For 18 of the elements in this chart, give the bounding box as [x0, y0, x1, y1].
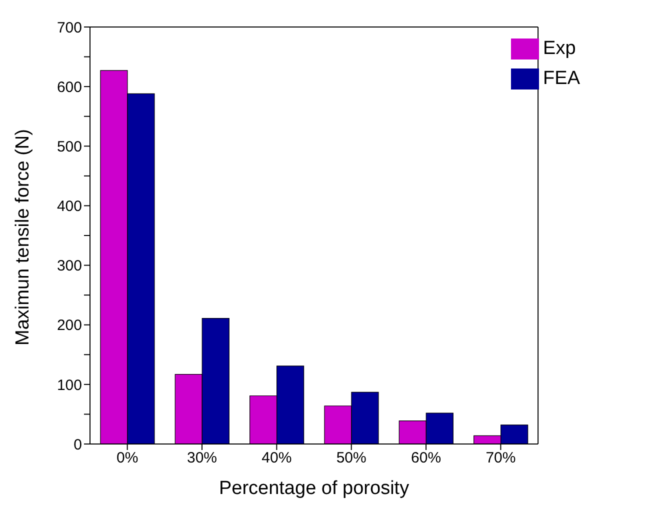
- x-tick-label: 40%: [262, 450, 292, 467]
- x-tick-label: 70%: [486, 450, 516, 467]
- y-tick-label: 500: [56, 138, 82, 156]
- y-tick-label: 400: [56, 198, 82, 216]
- y-tick-label: 100: [56, 376, 82, 394]
- y-tick-label: 200: [56, 317, 82, 334]
- y-axis-title: Maximun tensile force (N): [12, 129, 34, 346]
- legend-label: FEA: [543, 68, 580, 89]
- x-tick-label: 50%: [336, 450, 366, 467]
- x-tick-label: 60%: [411, 450, 442, 467]
- x-tick-label: 30%: [186, 450, 218, 467]
- y-tick-label: 300: [56, 258, 82, 275]
- x-tick-label: 0%: [116, 450, 138, 467]
- x-axis-title: Percentage of porosity: [218, 478, 410, 499]
- y-tick-label: 0: [74, 436, 82, 454]
- legend-label: Exp: [543, 38, 576, 59]
- y-tick-label: 600: [56, 78, 82, 96]
- y-tick-label: 700: [56, 19, 82, 36]
